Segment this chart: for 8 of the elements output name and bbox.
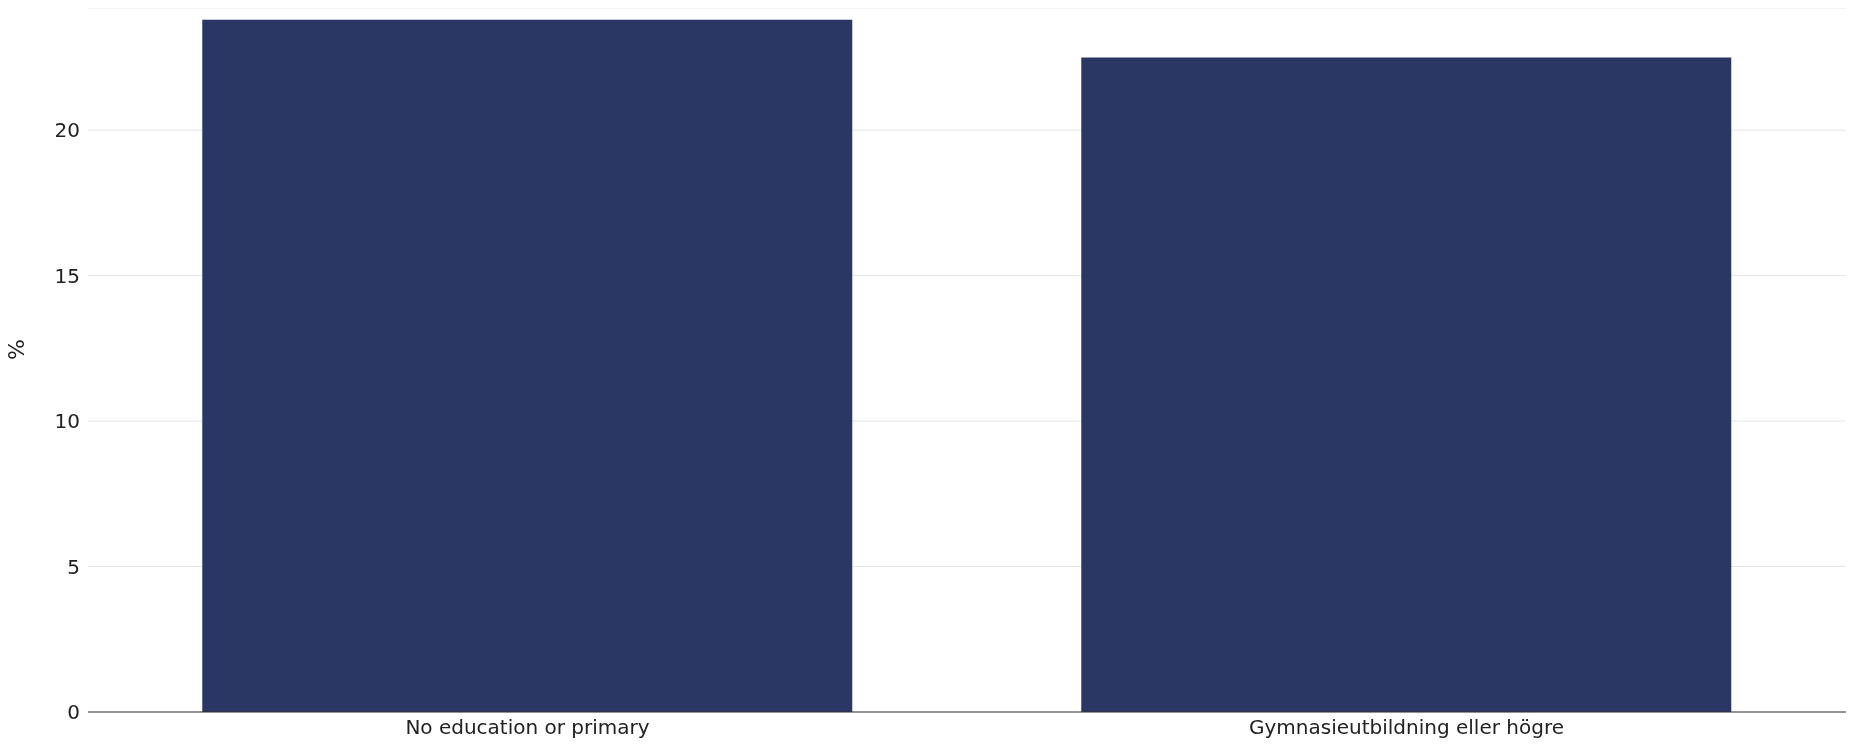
x-tick-label: Gymnasieutbildning eller högre [1248, 715, 1565, 740]
y-axis-title: % [3, 339, 29, 360]
y-tick-label: 5 [67, 554, 80, 579]
y-tick-label: 20 [54, 118, 80, 143]
x-tick-label: No education or primary [405, 715, 650, 740]
y-tick-label: 15 [54, 263, 80, 288]
y-tick-label: 10 [54, 409, 80, 434]
y-tick-label: 0 [67, 700, 80, 725]
